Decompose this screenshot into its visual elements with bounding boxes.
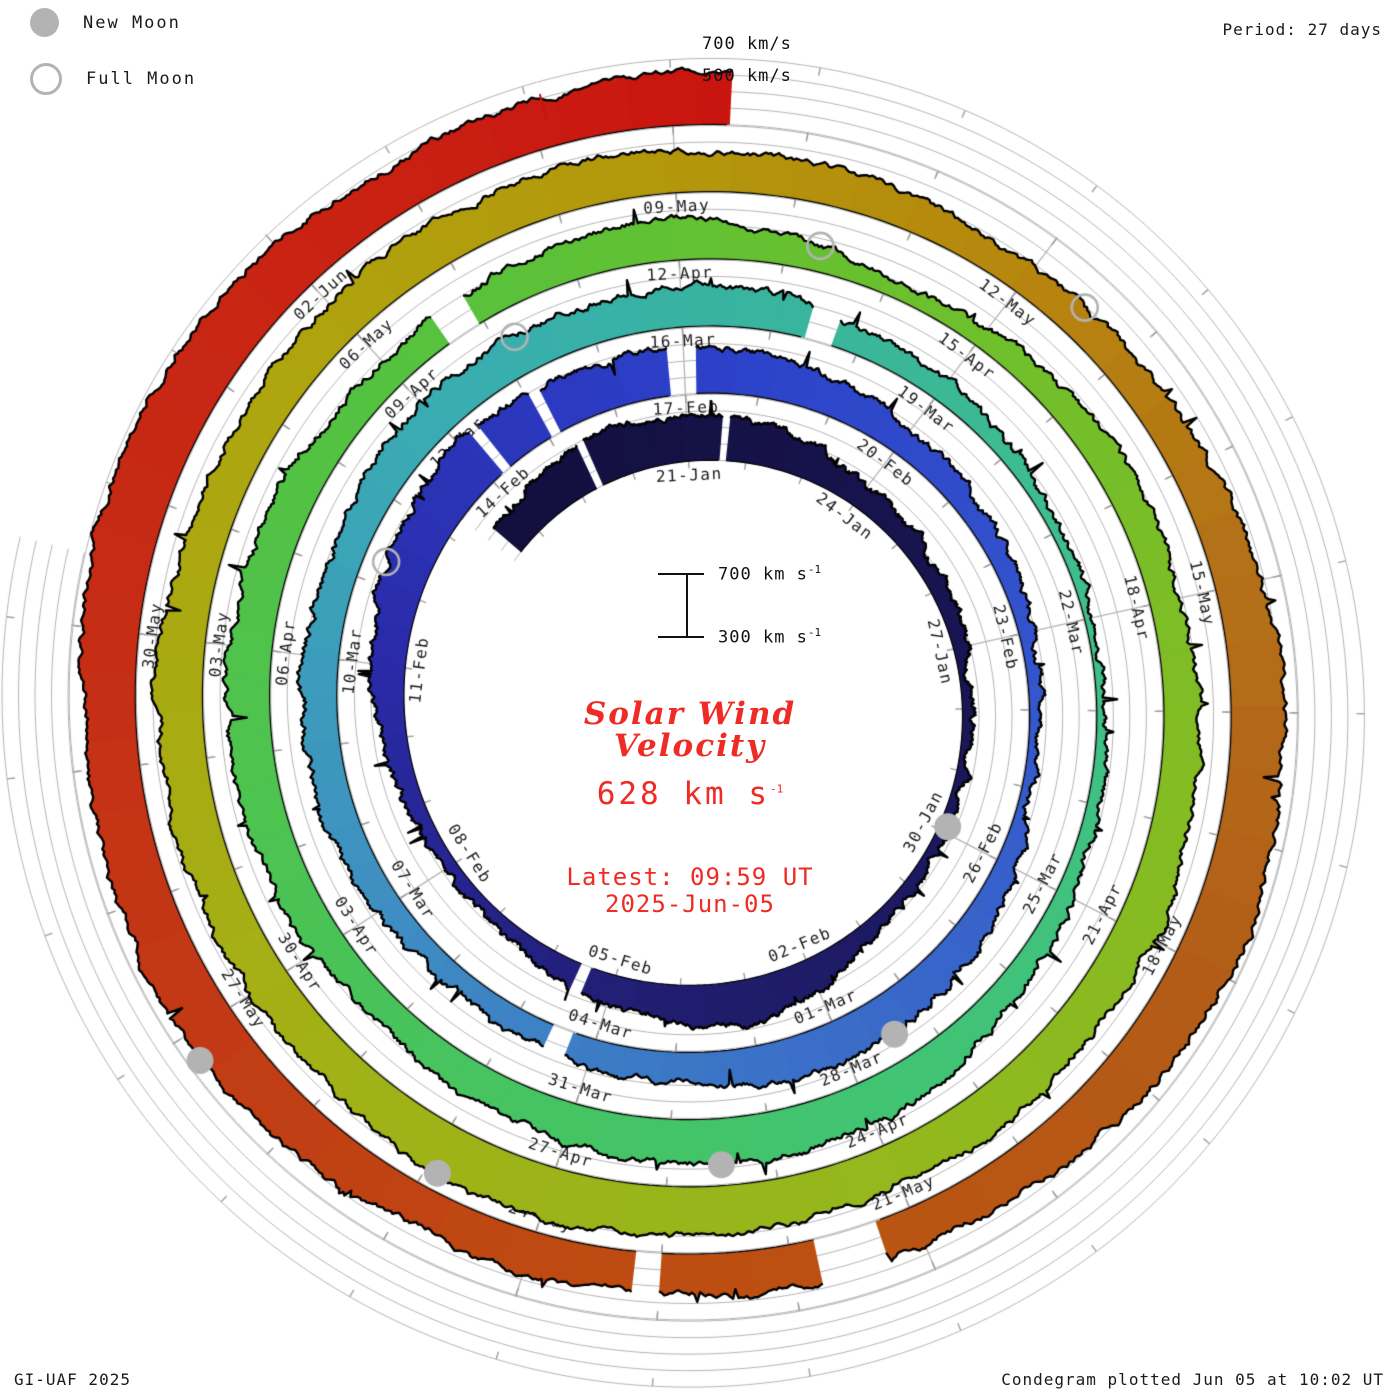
latest-date-label: 2025-Jun-05 [605,890,775,918]
chart-title-line1: Solar Wind [583,696,797,732]
end-annotation-700: 700 km/s [702,34,792,54]
chart-title-line2: Velocity [613,728,767,764]
latest-time-label: Latest: 09:59 UT [566,863,814,891]
scale-bar-top-tick [658,573,704,575]
new-moon-icon [30,8,59,37]
plotted-timestamp-label: Condegram plotted Jun 05 at 10:02 UT [1001,1370,1384,1389]
end-annotation-500: 500 km/s [702,66,792,86]
scale-top-label: 700 km s-1 [718,563,822,585]
legend-new-moon-label: New Moon [83,12,181,33]
full-moon-icon [30,63,62,95]
scale-bar-bottom-tick [658,636,704,638]
legend-full-moon: Full Moon [30,63,196,95]
period-label: Period: 27 days [1222,20,1382,39]
current-velocity-value: 628 km s-1 [596,776,784,812]
legend-full-moon-label: Full Moon [86,69,197,89]
scale-bottom-label: 300 km s-1 [718,626,822,648]
scale-bar-line [686,574,688,638]
credit-label: GI-UAF 2025 [14,1370,131,1389]
legend-new-moon: New Moon [30,8,181,37]
